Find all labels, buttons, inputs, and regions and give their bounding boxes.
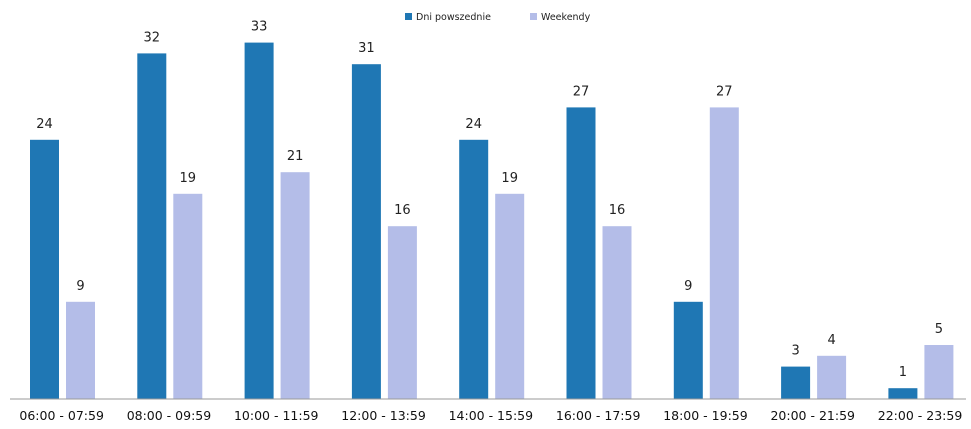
bar-weekendy-7 <box>817 355 847 399</box>
bar-dni-powszednie-4 <box>459 139 489 400</box>
bar-dni-powszednie-1 <box>137 53 167 400</box>
bar-dni-powszednie-3 <box>351 64 381 399</box>
x-tick-label-6: 18:00 - 19:59 <box>663 408 748 423</box>
bar-dni-powszednie-2 <box>244 42 274 399</box>
data-label-dni-powszednie-0: 24 <box>36 117 53 132</box>
data-label-dni-powszednie-2: 33 <box>251 20 268 35</box>
data-label-dni-powszednie-7: 3 <box>791 344 799 359</box>
bar-weekendy-1 <box>173 193 203 399</box>
legend: Dni powszednie Weekendy <box>405 12 591 23</box>
data-label-dni-powszednie-8: 1 <box>899 365 907 380</box>
legend-label-weekendy: Weekendy <box>541 12 591 23</box>
data-labels: 24 9 32 19 33 21 31 16 24 19 27 16 9 27 3 4 1 5 <box>36 20 943 381</box>
data-label-dni-powszednie-3: 31 <box>358 41 375 56</box>
bar-dni-powszednie-7 <box>781 366 811 399</box>
x-tick-label-0: 06:00 - 07:59 <box>19 408 104 423</box>
x-tick-label-5: 16:00 - 17:59 <box>556 408 641 423</box>
bar-weekendy-8 <box>924 345 954 399</box>
x-tick-label-1: 08:00 - 09:59 <box>127 408 212 423</box>
bar-dni-powszednie-8 <box>888 388 918 399</box>
data-label-weekendy-7: 4 <box>827 333 835 348</box>
x-tick-label-7: 20:00 - 21:59 <box>770 408 855 423</box>
legend-label-dni-powszednie: Dni powszednie <box>416 12 491 23</box>
bar-weekendy-4 <box>495 193 525 399</box>
x-tick-label-8: 22:00 - 23:59 <box>878 408 963 423</box>
x-tick-labels: 06:00 - 07:59 08:00 - 09:59 10:00 - 11:59 1… <box>19 408 962 423</box>
bar-dni-powszednie-5 <box>566 107 596 400</box>
bar-weekendy-2 <box>280 172 310 399</box>
data-label-weekendy-4: 19 <box>501 171 518 186</box>
data-label-weekendy-1: 19 <box>180 171 197 186</box>
bars <box>30 42 954 400</box>
data-label-dni-powszednie-4: 24 <box>465 117 482 132</box>
bar-weekendy-6 <box>709 107 739 400</box>
data-label-weekendy-5: 16 <box>609 203 626 218</box>
data-label-weekendy-8: 5 <box>935 322 943 337</box>
x-tick-label-2: 10:00 - 11:59 <box>234 408 319 423</box>
data-label-dni-powszednie-1: 32 <box>144 30 161 45</box>
data-label-dni-powszednie-6: 9 <box>684 279 692 294</box>
bar-weekendy-3 <box>387 226 417 399</box>
data-label-weekendy-0: 9 <box>76 279 84 294</box>
x-tick-label-4: 14:00 - 15:59 <box>449 408 534 423</box>
legend-swatch-dni-powszednie <box>405 13 412 20</box>
x-tick-label-3: 12:00 - 13:59 <box>341 408 426 423</box>
data-label-dni-powszednie-5: 27 <box>573 84 590 99</box>
data-label-weekendy-2: 21 <box>287 149 304 164</box>
bar-dni-powszednie-6 <box>673 301 703 399</box>
bar-dni-powszednie-0 <box>30 139 59 400</box>
data-label-weekendy-6: 27 <box>716 84 733 99</box>
bar-weekendy-0 <box>66 301 95 399</box>
data-label-weekendy-3: 16 <box>394 203 411 218</box>
legend-swatch-weekendy <box>530 13 537 20</box>
bar-weekendy-5 <box>602 226 632 399</box>
